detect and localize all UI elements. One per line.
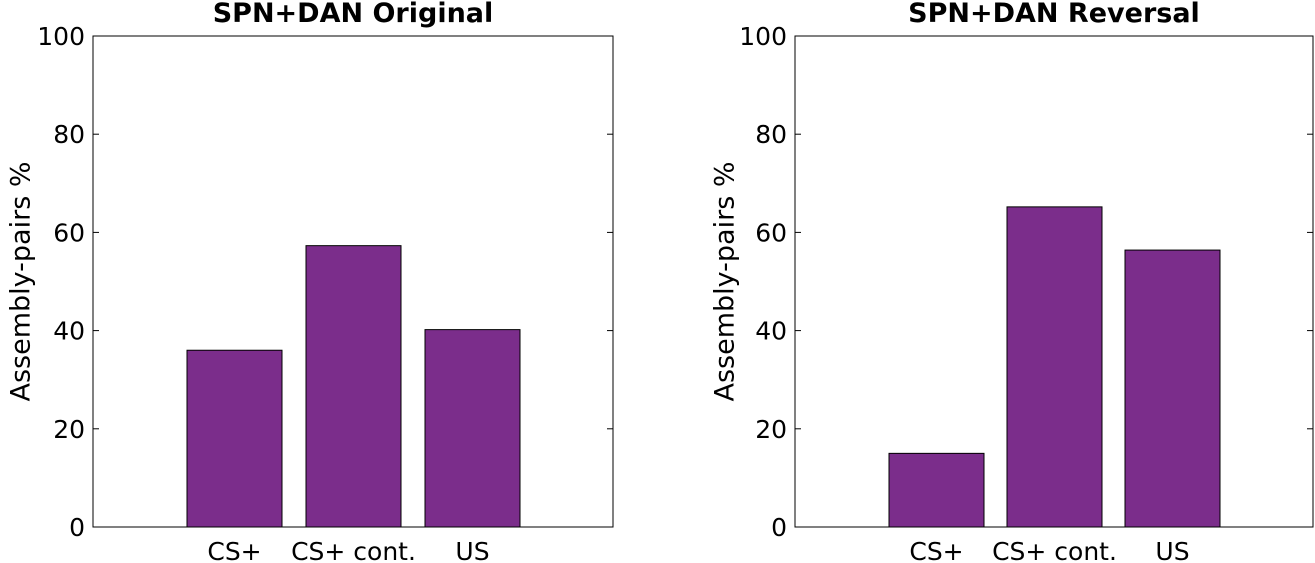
- x-tick-label: CS+ cont.: [291, 537, 416, 563]
- y-tick-label: 0: [69, 513, 85, 542]
- bar-cs-cont: [1006, 206, 1103, 528]
- y-axis-label: Assembly-pairs %: [710, 162, 741, 402]
- x-tick-label: CS+ cont.: [992, 537, 1117, 563]
- plot-frame: [794, 35, 1314, 528]
- plot-frame: [92, 35, 614, 528]
- chart-title: SPN+DAN Reversal: [908, 0, 1200, 29]
- x-tick-label: US: [1155, 537, 1189, 563]
- x-tick-label: CS+: [207, 537, 261, 563]
- bar-cs-cont: [305, 245, 402, 528]
- y-tick-label: 40: [755, 317, 787, 346]
- bar-cs: [186, 349, 283, 528]
- x-tick-label: CS+: [909, 537, 963, 563]
- x-tick-label: US: [455, 537, 489, 563]
- chart-panel-1: 0 20 40 60 80 100 CS+ CS+ cont. US SPN+DAN Origin…: [6, 0, 614, 563]
- y-tick-label: 0: [771, 513, 787, 542]
- y-tick-label: 20: [53, 415, 85, 444]
- y-axis-label: Assembly-pairs %: [6, 162, 37, 402]
- chart-panel-2: 0 20 40 60 80 100 CS+ CS+ cont. US SPN+DAN Revers…: [710, 0, 1314, 563]
- y-tick-label: 60: [53, 218, 85, 247]
- bar-us: [424, 329, 521, 528]
- y-tick-label: 80: [53, 120, 85, 149]
- chart-title: SPN+DAN Original: [213, 0, 494, 29]
- y-tick-label: 100: [37, 22, 85, 51]
- y-tick-label: 60: [755, 218, 787, 247]
- bar-us: [1124, 249, 1221, 528]
- bar-cs: [888, 452, 985, 528]
- y-tick-label: 40: [53, 317, 85, 346]
- y-tick-label: 100: [739, 22, 787, 51]
- y-tick-label: 20: [755, 415, 787, 444]
- y-tick-label: 80: [755, 120, 787, 149]
